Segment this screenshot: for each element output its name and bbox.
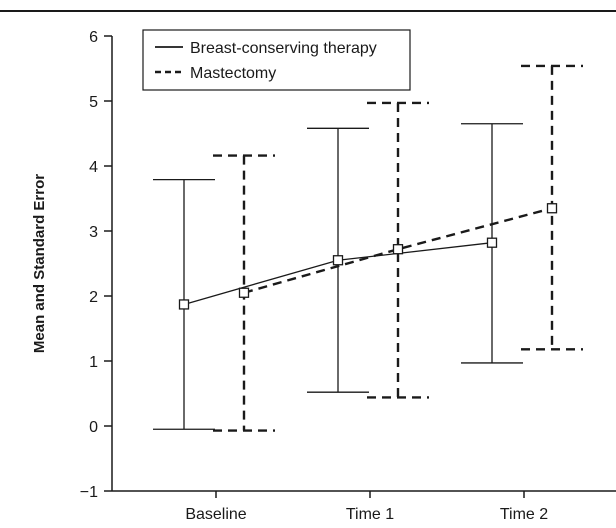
axes: [111, 36, 616, 492]
x-tick-label: Time 1: [346, 506, 394, 523]
y-tick-label: −1: [80, 484, 98, 501]
series-mastectomy: [213, 64, 583, 432]
x-tick-label: Baseline: [185, 506, 246, 523]
data-point-marker: [332, 255, 344, 266]
data-point-marker: [178, 299, 190, 310]
error-bar: [367, 101, 429, 399]
y-tick-label: 6: [89, 29, 98, 46]
y-tick-label: 4: [89, 159, 98, 176]
series-layer: [153, 64, 583, 432]
y-tick-label: 2: [89, 289, 98, 306]
series-line: [243, 207, 553, 294]
series-breast-conserving-therapy: [153, 123, 523, 430]
y-axis-title: Mean and Standard Error: [31, 174, 48, 353]
data-point-marker: [546, 203, 558, 214]
legend-box: [142, 29, 411, 91]
legend-entry-label: Breast-conserving therapy: [190, 40, 377, 57]
data-point-marker: [486, 237, 498, 248]
y-tick-label: 0: [89, 419, 98, 436]
data-point-marker: [392, 244, 404, 255]
x-tick-label: Time 2: [500, 506, 548, 523]
x-ticks: Baseline Time 1 Time 2: [185, 491, 548, 523]
y-tick-label: 3: [89, 224, 98, 241]
y-ticks: −1 0 1 2 3 4 5 6: [80, 29, 112, 501]
data-point-marker: [238, 287, 250, 298]
y-tick-label: 1: [89, 354, 98, 371]
legend-entry-label: Mastectomy: [190, 65, 276, 82]
legend: Breast-conserving therapy Mastectomy: [142, 29, 411, 91]
y-tick-label: 5: [89, 94, 98, 111]
